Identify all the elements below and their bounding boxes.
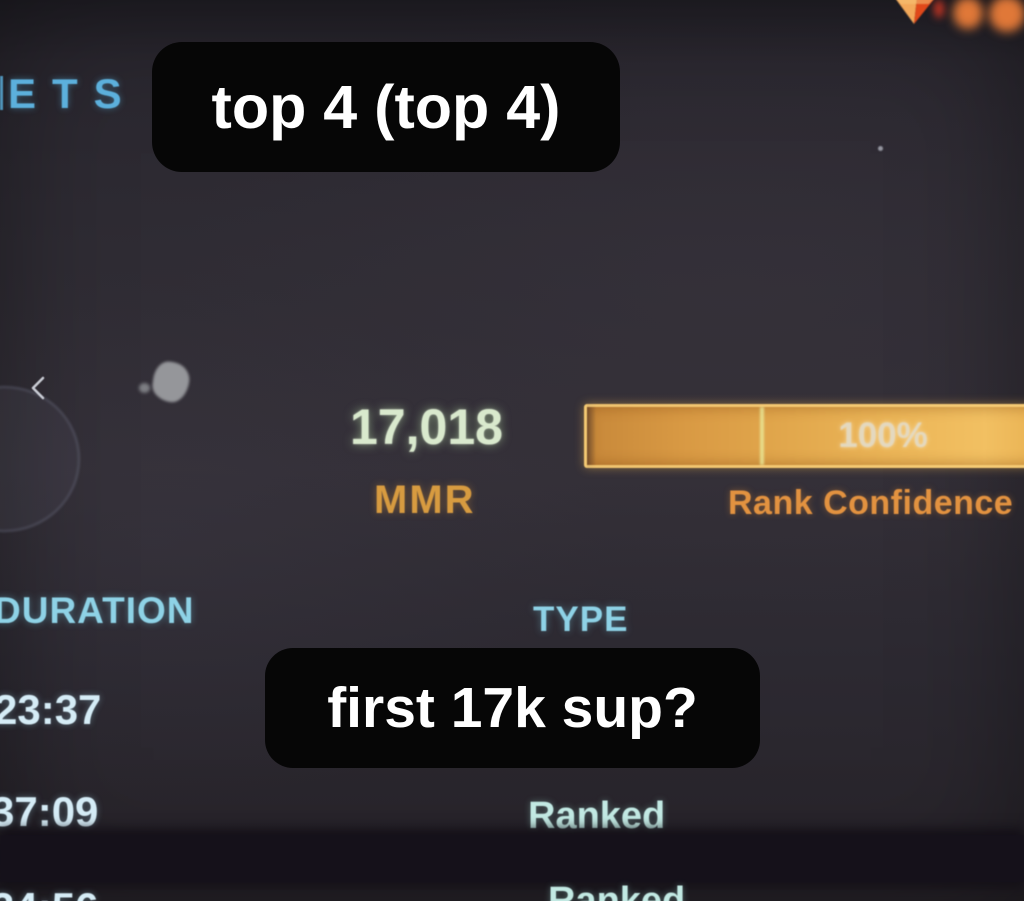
match-row-type[interactable]: Ranked: [528, 795, 666, 837]
row-divider-band: [0, 835, 1024, 882]
rank-confidence-value: 100%: [838, 416, 928, 455]
match-row-duration[interactable]: 37:09: [0, 788, 99, 835]
screen-smudge: [150, 359, 192, 405]
glow-dot: [989, 0, 1024, 32]
story-caption-bottom: first 17k sup?: [265, 648, 760, 768]
rank-confidence-bar: 100%: [584, 404, 1024, 468]
screen-smudge-dot: [139, 383, 150, 393]
match-row-duration[interactable]: 23:37: [0, 686, 102, 733]
match-row-duration-clipped[interactable]: 34:56: [0, 884, 98, 901]
chevron-left-icon[interactable]: [28, 374, 48, 409]
glow-dot: [934, 0, 944, 18]
match-row-type-clipped[interactable]: Ranked: [548, 880, 686, 901]
bar-tick-marker: [760, 407, 764, 465]
partial-header-label: ETS: [8, 70, 138, 117]
column-header-duration: DURATION: [0, 590, 195, 631]
dust-speck: [878, 146, 883, 151]
mmr-label: MMR: [374, 478, 476, 522]
gem-icon: [893, 0, 937, 24]
clipped-letter-fragment: [0, 76, 3, 110]
glow-dot: [953, 0, 983, 29]
story-caption-top: top 4 (top 4): [152, 42, 620, 172]
rank-confidence-label: Rank Confidence: [728, 484, 1014, 522]
mmr-value: 17,018: [350, 399, 503, 455]
column-header-type: TYPE: [533, 600, 629, 639]
